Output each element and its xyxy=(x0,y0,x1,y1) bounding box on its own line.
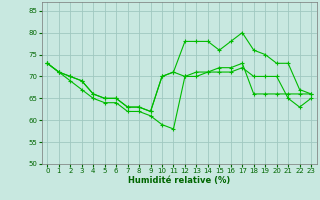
X-axis label: Humidité relative (%): Humidité relative (%) xyxy=(128,176,230,185)
